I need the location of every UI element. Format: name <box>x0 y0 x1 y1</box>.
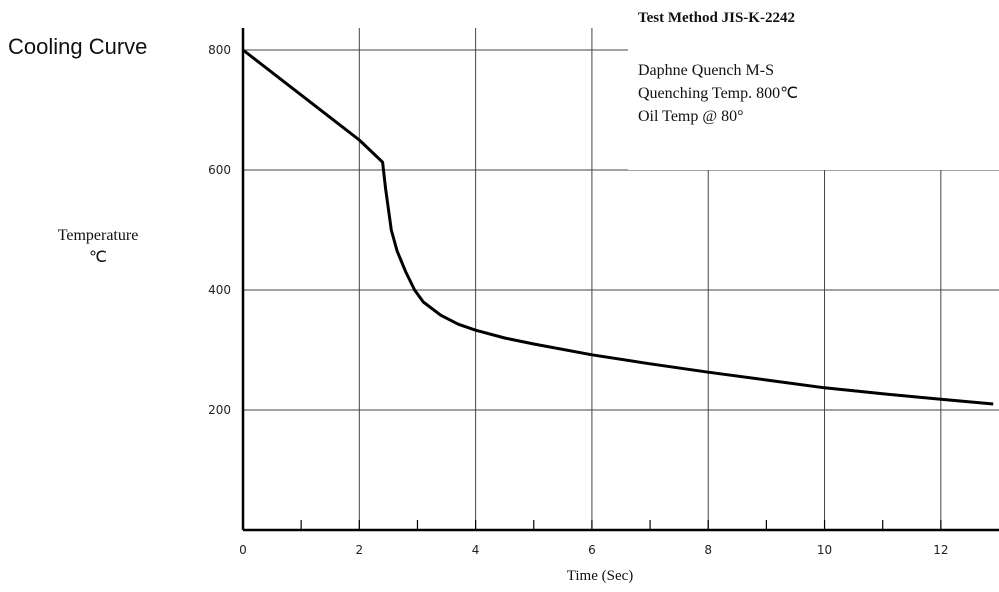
tick-labels: 200 400 600 800 0 2 4 6 8 10 12 <box>208 43 948 557</box>
y-axis-unit: ℃ <box>89 249 107 266</box>
y-tick-label: 800 <box>208 43 231 57</box>
x-axis-label: Time (Sec) <box>567 568 634 584</box>
cooling-curve-line <box>242 48 994 406</box>
y-tick-label: 200 <box>208 403 231 417</box>
x-tick-label: 12 <box>933 543 948 557</box>
y-tick-label: 400 <box>208 283 231 297</box>
info-box-line: Oil Temp @ 80° <box>638 108 744 125</box>
info-box-line: Daphne Quench M-S <box>638 62 774 79</box>
info-box-heading: Test Method JIS-K-2242 <box>638 10 795 26</box>
page-title: Cooling Curve <box>8 34 148 59</box>
y-axis-label: Temperature <box>58 227 139 244</box>
x-tick-label: 2 <box>355 543 363 557</box>
x-tick-label: 10 <box>817 543 832 557</box>
x-tick-label: 0 <box>239 543 247 557</box>
x-tick-label: 4 <box>472 543 480 557</box>
x-tick-label: 8 <box>704 543 712 557</box>
info-box-line: Quenching Temp. 800℃ <box>638 85 798 102</box>
y-tick-label: 600 <box>208 163 231 177</box>
info-box-background <box>628 0 999 170</box>
x-tick-label: 6 <box>588 543 596 557</box>
axes <box>241 28 999 532</box>
